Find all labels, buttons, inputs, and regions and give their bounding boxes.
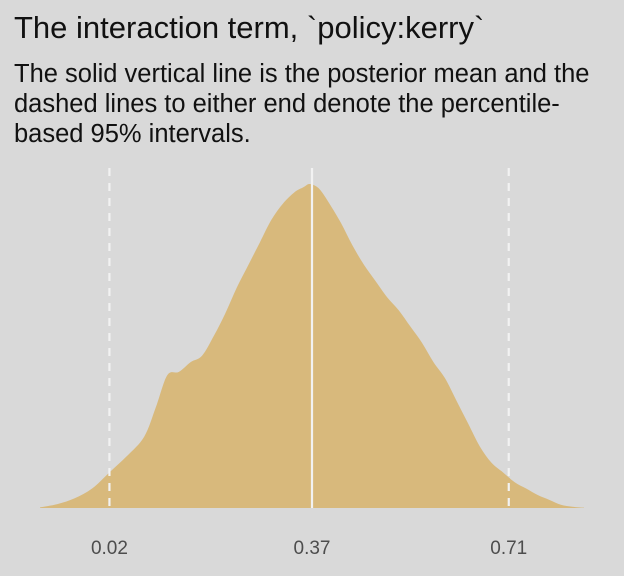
chart-title: The interaction term, `policy:kerry`	[14, 10, 485, 45]
x-tick-label: 0.71	[490, 538, 527, 559]
x-tick-label: 0.37	[294, 538, 331, 559]
x-tick-labels: 0.02 0.37 0.71	[91, 538, 527, 559]
chart-subtitle: The solid vertical line is the posterior…	[14, 60, 590, 148]
reference-lines	[108, 168, 510, 508]
x-tick-label: 0.02	[91, 538, 128, 559]
